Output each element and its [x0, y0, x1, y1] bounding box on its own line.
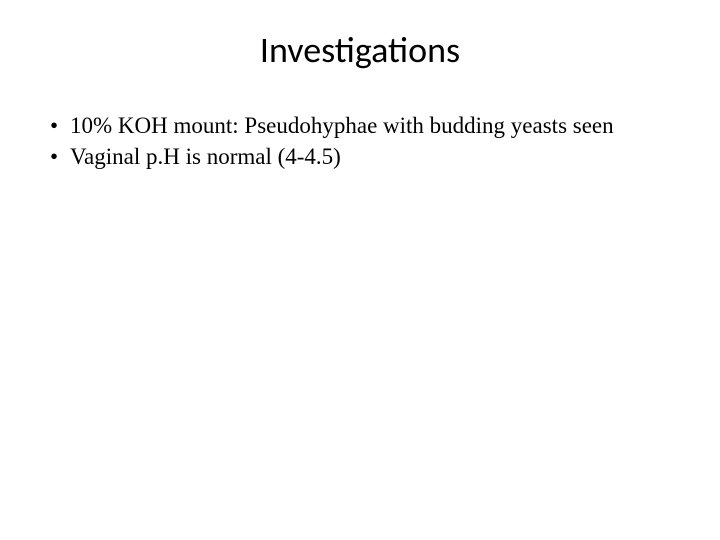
slide-container: Investigations • 10% KOH mount: Pseudohy… — [0, 0, 720, 540]
bullet-marker: • — [48, 143, 70, 172]
slide-content: • 10% KOH mount: Pseudohyphae with buddi… — [48, 112, 672, 172]
bullet-text: Vaginal p.H is normal (4-4.5) — [70, 143, 672, 172]
bullet-marker: • — [48, 112, 70, 141]
bullet-item: • Vaginal p.H is normal (4-4.5) — [48, 143, 672, 172]
bullet-text: 10% KOH mount: Pseudohyphae with budding… — [70, 112, 672, 141]
bullet-item: • 10% KOH mount: Pseudohyphae with buddi… — [48, 112, 672, 141]
slide-title: Investigations — [48, 28, 672, 72]
